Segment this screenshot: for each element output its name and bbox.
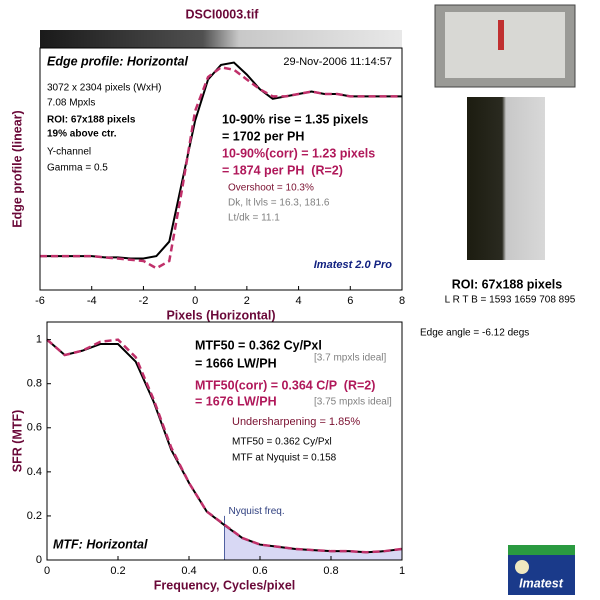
y-axis-label: Edge profile (linear): [10, 110, 24, 227]
edge-strip: [40, 30, 402, 48]
annotation: [3.75 mpxls ideal]: [314, 397, 392, 408]
annotation: = 1676 LW/PH: [195, 394, 277, 408]
x-axis-label: Pixels (Horizontal): [166, 308, 275, 322]
annotation: = 1874 per PH (R=2): [222, 163, 343, 177]
x-tick-label: 0.4: [181, 565, 196, 577]
plot-frame: [46, 321, 403, 561]
y-tick-label: 0.2: [27, 510, 42, 522]
chart-title: Edge profile: Horizontal: [47, 54, 189, 68]
annotation: MTF50 = 0.362 Cy/Pxl: [195, 338, 322, 352]
annotation: Undersharpening = 1.85%: [232, 416, 360, 428]
x-tick-label: 0.8: [323, 565, 338, 577]
annotation: 29-Nov-2006 11:14:57: [283, 56, 392, 68]
logo-stripe: [508, 545, 575, 555]
y-tick-label: 0.8: [27, 378, 42, 390]
mtf-chart: Nyquist freq. 0 0.2 0.4 0.6 0.8 1 0 0.2 0.4 0.6 0.8…: [10, 321, 405, 592]
logo-text: Imatest: [519, 576, 564, 590]
roi-label: ROI: 67x188 pixels: [452, 277, 563, 291]
annotation: Overshoot = 10.3%: [228, 183, 314, 194]
x-tick-label: 6: [347, 295, 353, 307]
annotation: 3072 x 2304 pixels (WxH): [47, 83, 162, 94]
series-line: [40, 66, 402, 270]
annotation: Imatest 2.0 Pro: [314, 259, 393, 271]
roi-coords: L R T B = 1593 1659 708 895: [445, 295, 576, 306]
roi-marker: [498, 20, 504, 50]
chart-title: MTF: Horizontal: [53, 537, 148, 551]
x-tick-label: 0: [44, 565, 50, 577]
annotation: 7.08 Mpxls: [47, 98, 95, 109]
file-title: DSCI0003.tif: [186, 7, 260, 21]
x-tick-label: 0: [192, 295, 198, 307]
y-tick-label: 0.4: [27, 466, 42, 478]
plot: Nyquist freq. 0 0.2 0.4 0.6 0.8 1 0 0.2 0.4 0.6 0.8…: [10, 321, 405, 592]
plot: -6 -4 -2 0 2 4 6 8 Pixels (Horizontal) Edge profi…: [10, 47, 405, 322]
logo-circle: [515, 560, 529, 574]
nyquist-region: [224, 525, 402, 560]
edge-chart: -6 -4 -2 0 2 4 6 8 Pixels (Horizontal) Edge profi…: [10, 47, 405, 322]
chart-target: [445, 12, 565, 78]
annotation: [3.7 mpxls ideal]: [314, 353, 386, 364]
annotation: ROI: 67x188 pixels: [47, 115, 136, 126]
x-tick-label: -2: [139, 295, 149, 307]
annotation: 10-90% rise = 1.35 pixels: [222, 112, 368, 126]
x-tick-label: 8: [399, 295, 405, 307]
roi-image: [467, 97, 545, 260]
x-tick-label: -6: [35, 295, 45, 307]
plot-area: [40, 48, 402, 290]
x-tick-label: 1: [399, 565, 405, 577]
y-tick-label: 0: [36, 554, 42, 566]
x-tick-label: 2: [244, 295, 250, 307]
annotation: MTF50(corr) = 0.364 C/P (R=2): [195, 378, 375, 392]
y-tick-label: 0.6: [27, 422, 42, 434]
x-tick-label: 0.2: [110, 565, 125, 577]
annotation: Y-channel: [47, 147, 91, 158]
x-tick-label: 0.6: [252, 565, 267, 577]
edge-angle: Edge angle = -6.12 degs: [420, 328, 529, 339]
annotation: = 1666 LW/PH: [195, 356, 277, 370]
annotation: MTF50 = 0.362 Cy/Pxl: [232, 437, 332, 448]
y-tick-label: 1: [36, 334, 42, 346]
plot-frame: [39, 47, 403, 291]
x-tick-label: 4: [296, 295, 302, 307]
annotation: Dk, lt lvls = 16.3, 181.6: [228, 198, 330, 209]
annotation: Gamma = 0.5: [47, 163, 108, 174]
annotation: = 1702 per PH: [222, 129, 304, 143]
series-line: [46, 338, 403, 554]
x-axis-label: Frequency, Cycles/pixel: [154, 578, 296, 592]
annotation: MTF at Nyquist = 0.158: [232, 453, 337, 464]
nyquist-label: Nyquist freq.: [229, 506, 285, 517]
x-tick-label: -4: [87, 295, 97, 307]
y-axis-label: SFR (MTF): [10, 410, 24, 472]
annotation: 10-90%(corr) = 1.23 pixels: [222, 146, 375, 160]
annotation: Lt/dk = 11.1: [228, 213, 280, 224]
annotation: 19% above ctr.: [47, 129, 117, 140]
